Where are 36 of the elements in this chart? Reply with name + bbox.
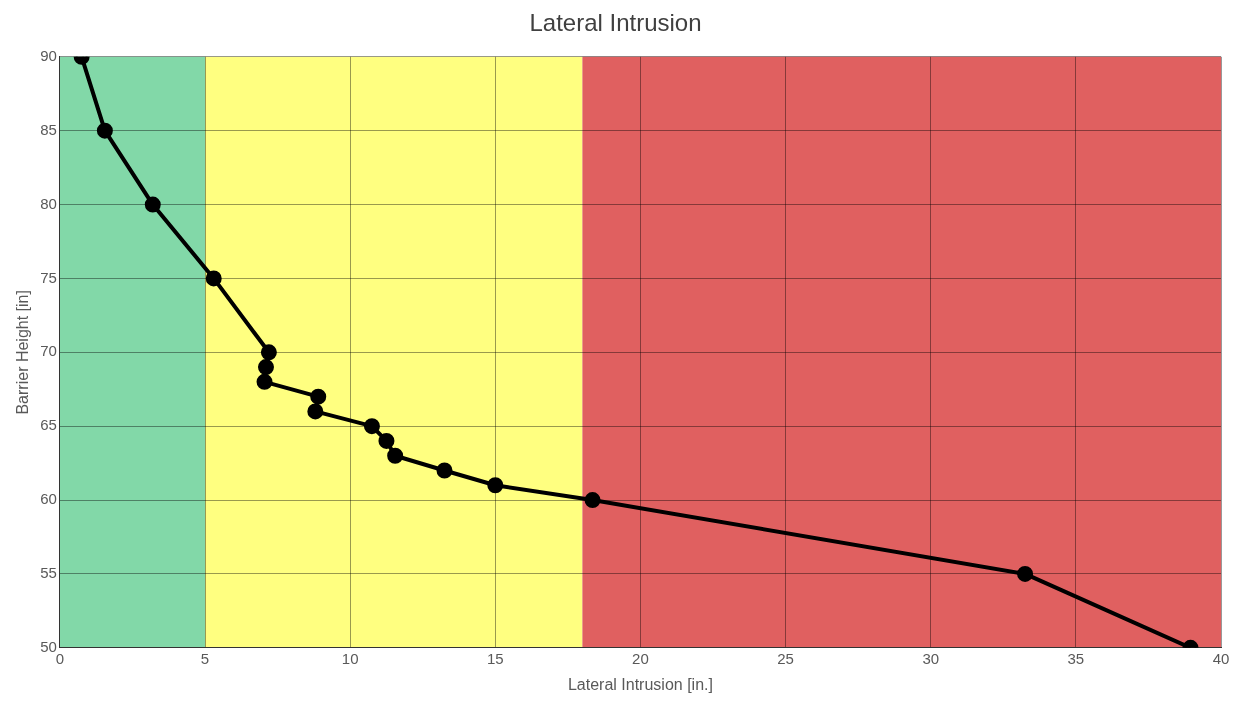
point — [205, 270, 222, 287]
y-tick-label: 70 — [40, 342, 57, 360]
y-tick-label: 85 — [40, 120, 57, 138]
y-tick-label: 65 — [40, 416, 57, 434]
x-tick-label: 5 — [200, 649, 210, 667]
point — [378, 432, 395, 449]
x-tick-label: 20 — [632, 649, 649, 667]
point — [436, 462, 453, 479]
x-axis-title: Lateral Intrusion [in.] — [567, 675, 713, 693]
y-axis-title: Barrier Height [in] — [14, 290, 32, 415]
y-tick-label: 50 — [40, 637, 57, 655]
x-tick-label: 35 — [1067, 649, 1085, 667]
point — [256, 373, 273, 390]
chart-title: Lateral Intrusion — [529, 9, 702, 37]
x-tick-label: 25 — [777, 649, 794, 667]
point — [487, 477, 504, 494]
y-tick-label: 60 — [40, 490, 57, 508]
x-tick-label: 0 — [55, 649, 65, 667]
point — [363, 418, 380, 435]
y-tick-label: 75 — [40, 268, 57, 286]
point — [307, 403, 324, 420]
x-tick-label: 40 — [1212, 649, 1230, 667]
point — [310, 388, 327, 405]
point — [96, 122, 113, 139]
x-tick-label: 30 — [922, 649, 940, 667]
point — [387, 447, 404, 464]
point — [257, 359, 274, 376]
y-tick-label: 90 — [40, 46, 57, 64]
point — [260, 344, 277, 361]
point — [584, 492, 601, 509]
point — [144, 196, 161, 213]
x-tick-label: 10 — [341, 649, 359, 667]
point — [1017, 565, 1034, 582]
y-tick-label: 80 — [40, 194, 57, 212]
x-tick-label: 15 — [486, 649, 504, 667]
y-tick-label: 55 — [40, 564, 57, 582]
